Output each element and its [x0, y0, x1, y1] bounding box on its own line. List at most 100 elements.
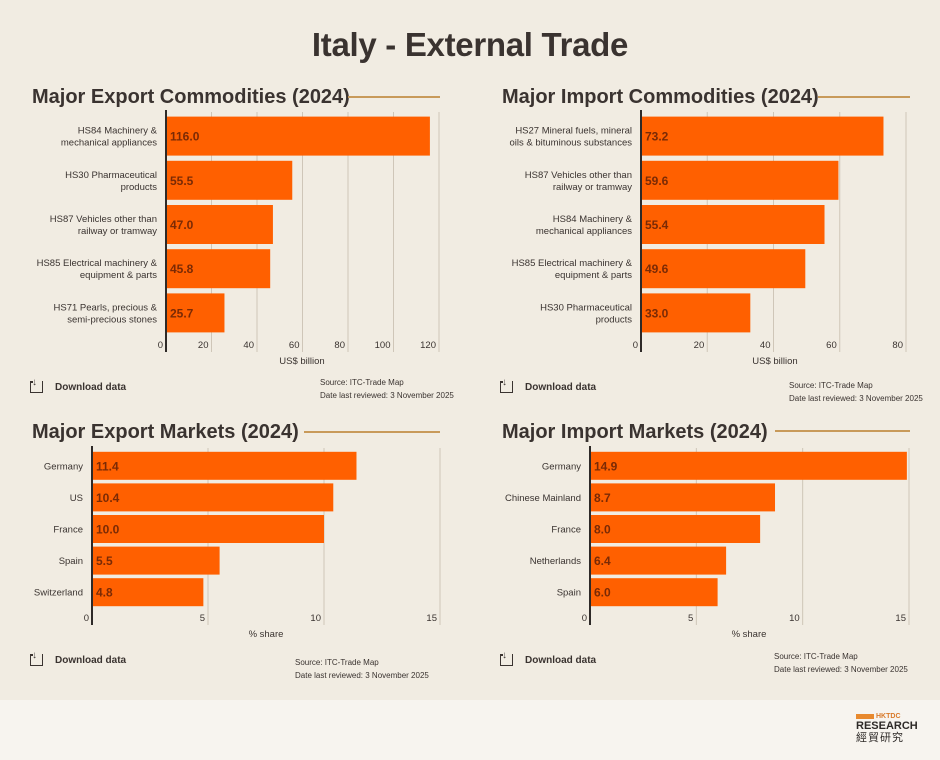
x-tick-label: 0 — [633, 340, 638, 351]
download-data-button[interactable]: Download data — [29, 377, 127, 393]
category-label: Germany — [542, 461, 581, 472]
bar-value-label: 10.4 — [96, 491, 120, 505]
x-tick-label: 5 — [200, 613, 205, 624]
bar-value-label: 55.5 — [170, 174, 194, 188]
bar-value-label: 6.0 — [594, 586, 611, 600]
category-label: HS30 Pharmaceutical — [65, 170, 157, 181]
bar — [92, 546, 220, 575]
x-tick-label: 80 — [334, 340, 345, 351]
x-tick-label: 40 — [243, 340, 254, 351]
bar-value-label: 8.7 — [594, 491, 611, 505]
bar-value-label: 5.5 — [96, 554, 113, 568]
bar — [641, 293, 751, 333]
download-icon — [29, 377, 43, 393]
bar-value-label: 73.2 — [645, 130, 669, 144]
bar — [166, 205, 273, 244]
category-label: railway or tramway — [78, 226, 157, 237]
bar — [590, 515, 761, 543]
bar — [590, 483, 776, 512]
source-note: Source: ITC-Trade Map Date last reviewed… — [320, 376, 454, 402]
category-label: products — [121, 182, 158, 193]
bar-value-label: 47.0 — [170, 218, 194, 232]
x-tick-label: 0 — [84, 613, 89, 624]
hktdc-research-logo[interactable]: HKTDC RESEARCH 經貿研究 — [856, 713, 918, 745]
x-tick-label: 15 — [426, 613, 437, 624]
source-note: Source: ITC-Trade Map Date last reviewed… — [774, 650, 908, 676]
source-text: Source: ITC-Trade Map — [295, 658, 379, 667]
bar-value-label: 45.8 — [170, 262, 194, 276]
bar — [590, 578, 718, 607]
chart-title: Major Import Markets (2024) — [502, 421, 768, 443]
bar-value-label: 116.0 — [170, 130, 200, 144]
category-label: HS71 Pearls, precious & — [54, 302, 158, 313]
panel-import-markets: Major Import Markets (2024) — [470, 421, 940, 751]
source-text: Source: ITC-Trade Map — [774, 652, 858, 661]
bar — [92, 515, 324, 543]
x-tick-label: 0 — [582, 613, 587, 624]
reviewed-date: Date last reviewed: 3 November 2025 — [774, 665, 908, 674]
download-icon — [499, 650, 513, 666]
category-label: Spain — [59, 556, 83, 567]
bar-value-label: 49.6 — [645, 262, 669, 276]
category-label: HS30 Pharmaceutical — [540, 302, 632, 313]
category-label: Switzerland — [34, 588, 83, 599]
bar — [166, 116, 430, 156]
bar — [92, 578, 204, 607]
x-tick-label: 80 — [892, 340, 903, 351]
category-label: Germany — [44, 461, 83, 472]
hktdc-logo-mark-icon — [856, 714, 874, 719]
category-label: France — [551, 525, 581, 536]
download-icon — [29, 650, 43, 666]
panel-export-commodities: Major Export Commodities (2024) — [0, 86, 470, 416]
source-note: Source: ITC-Trade Map Date last reviewed… — [789, 379, 923, 405]
x-tick-label: 120 — [420, 340, 436, 351]
category-label: France — [53, 525, 83, 536]
category-label: HS27 Mineral fuels, mineral — [515, 126, 632, 137]
x-tick-label: 10 — [310, 613, 321, 624]
download-data-button[interactable]: Download data — [499, 650, 597, 666]
bar — [166, 293, 225, 333]
x-tick-label: 0 — [158, 340, 163, 351]
reviewed-date: Date last reviewed: 3 November 2025 — [320, 391, 454, 400]
bar-value-label: 14.9 — [594, 459, 618, 473]
bar — [641, 116, 884, 156]
download-label: Download data — [525, 654, 597, 666]
title-rule — [775, 430, 910, 432]
category-label: HS85 Electrical machinery & — [512, 258, 633, 269]
category-label: HS84 Machinery & — [78, 126, 158, 137]
category-label: HS85 Electrical machinery & — [37, 258, 158, 269]
logo-brand: HKTDC — [876, 713, 901, 720]
source-text: Source: ITC-Trade Map — [320, 378, 404, 387]
bar-value-label: 33.0 — [645, 306, 669, 320]
x-tick-label: 60 — [289, 340, 300, 351]
bar-value-label: 11.4 — [96, 459, 119, 473]
reviewed-date: Date last reviewed: 3 November 2025 — [789, 394, 923, 403]
x-tick-label: 100 — [375, 340, 391, 351]
category-label: HS84 Machinery & — [553, 214, 633, 225]
download-data-button[interactable]: Download data — [499, 377, 596, 393]
x-axis-label: % share — [732, 629, 767, 640]
download-label: Download data — [55, 381, 127, 393]
bar-value-label: 6.4 — [594, 554, 611, 568]
page-title: Italy - External Trade — [311, 26, 629, 63]
source-note: Source: ITC-Trade Map Date last reviewed… — [295, 656, 429, 682]
download-data-button[interactable]: Download data — [29, 650, 126, 666]
reviewed-date: Date last reviewed: 3 November 2025 — [295, 671, 429, 680]
bar-value-label: 8.0 — [594, 523, 611, 537]
category-label: Spain — [557, 588, 581, 599]
bar — [590, 451, 907, 480]
bar-value-label: 4.8 — [96, 586, 113, 600]
x-tick-label: 60 — [826, 340, 837, 351]
x-tick-label: 10 — [789, 613, 800, 624]
panel-export-markets: Major Export Markets (2024) — [0, 421, 470, 751]
x-axis-label: % share — [249, 629, 284, 640]
category-label: equipment & parts — [555, 270, 632, 281]
category-label: HS87 Vehicles other than — [525, 170, 632, 181]
title-rule — [818, 96, 910, 98]
footer — [0, 700, 940, 760]
category-label: oils & bituminous substances — [509, 138, 632, 149]
x-tick-label: 15 — [895, 613, 906, 624]
